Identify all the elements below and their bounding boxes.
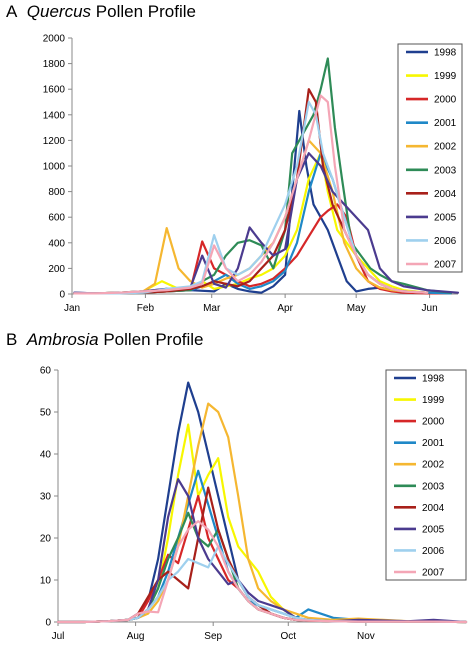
x-tick-label: Nov xyxy=(357,631,375,642)
legend-label-2006: 2006 xyxy=(434,236,457,247)
legend-label-2007: 2007 xyxy=(434,260,457,271)
y-tick-label: 0 xyxy=(59,290,65,301)
x-tick-label: Apr xyxy=(277,303,293,314)
x-tick-label: Oct xyxy=(281,631,297,642)
y-tick-label: 40 xyxy=(40,450,52,461)
legend-label-2005: 2005 xyxy=(434,212,457,223)
y-tick-label: 1600 xyxy=(43,85,66,96)
legend-label-2002: 2002 xyxy=(422,460,445,471)
legend-label-2001: 2001 xyxy=(434,118,457,129)
legend: 1998 1999 2000 2001 2002 2003 2004 2005 2006 2007 xyxy=(385,369,467,581)
y-tick-label: 800 xyxy=(48,187,65,198)
x-tick-label: Jul xyxy=(52,631,65,642)
y-tick-label: 30 xyxy=(40,492,52,503)
panel-b-title: B Ambrosia Pollen Profile xyxy=(6,330,204,350)
y-tick-label: 1000 xyxy=(43,162,66,173)
panel-b-title-rest: Pollen Profile xyxy=(103,330,204,349)
panel-b-genus: Ambrosia xyxy=(26,330,99,349)
y-tick-label: 400 xyxy=(48,238,65,249)
legend-label-2000: 2000 xyxy=(434,95,457,106)
y-tick-label: 1400 xyxy=(43,110,66,121)
legend-label-2006: 2006 xyxy=(422,546,445,557)
x-tick-label: Sep xyxy=(204,631,222,642)
series-line-2001 xyxy=(73,152,452,295)
series-line-2007 xyxy=(56,520,468,624)
y-tick-label: 600 xyxy=(48,213,65,224)
y-tick-label: 20 xyxy=(40,534,52,545)
panel-a-title-rest: Pollen Profile xyxy=(95,2,196,21)
x-tick-label: Jun xyxy=(422,303,438,314)
legend-label-2005: 2005 xyxy=(422,524,445,535)
panel-a-letter: A xyxy=(6,2,18,21)
y-tick-label: 10 xyxy=(40,576,52,587)
legend-box xyxy=(397,43,463,273)
x-tick-label: Feb xyxy=(137,303,155,314)
x-tick-label: Aug xyxy=(127,631,145,642)
legend-box xyxy=(385,369,467,581)
legend-label-2004: 2004 xyxy=(422,503,445,514)
legend-label-2007: 2007 xyxy=(422,568,445,579)
legend-label-2003: 2003 xyxy=(434,165,457,176)
y-tick-label: 60 xyxy=(40,366,52,377)
legend-label-2002: 2002 xyxy=(434,142,457,153)
series-line-2004 xyxy=(73,88,429,295)
ambrosia-chart: 0 10 20 30 40 50 60 Jul Aug Sep Oct Nov 1998 1999 2000… xyxy=(40,366,468,642)
y-tick-label: 200 xyxy=(48,264,65,275)
x-tick-label: Jan xyxy=(64,303,80,314)
legend-label-2004: 2004 xyxy=(434,189,457,200)
legend-label-1999: 1999 xyxy=(422,395,445,406)
panel-a-title: A Quercus Pollen Profile xyxy=(6,2,196,22)
legend-label-1998: 1998 xyxy=(434,48,457,59)
panel-a-genus: Quercus xyxy=(26,2,92,21)
y-tick-label: 0 xyxy=(45,618,51,629)
legend-label-2000: 2000 xyxy=(422,417,445,428)
y-tick-label: 1800 xyxy=(43,59,66,70)
y-tick-label: 1200 xyxy=(43,136,66,147)
y-tick-label: 2000 xyxy=(43,34,66,45)
y-tick-label: 50 xyxy=(40,408,52,419)
legend-label-2001: 2001 xyxy=(422,438,445,449)
legend-label-1998: 1998 xyxy=(422,374,445,385)
legend: 1998 1999 2000 2001 2002 2003 2004 2005 2006 2007 xyxy=(397,43,463,273)
quercus-chart: 0 200 400 600 800 1000 1200 1400 1600 1800 2000 Jan… xyxy=(43,34,463,314)
series-line-2007 xyxy=(73,94,429,295)
legend-label-2003: 2003 xyxy=(422,481,445,492)
x-tick-label: May xyxy=(347,303,366,314)
legend-label-1999: 1999 xyxy=(434,71,457,82)
series-line-2006 xyxy=(73,100,429,295)
panel-b-letter: B xyxy=(6,330,18,349)
x-tick-label: Mar xyxy=(203,303,221,314)
